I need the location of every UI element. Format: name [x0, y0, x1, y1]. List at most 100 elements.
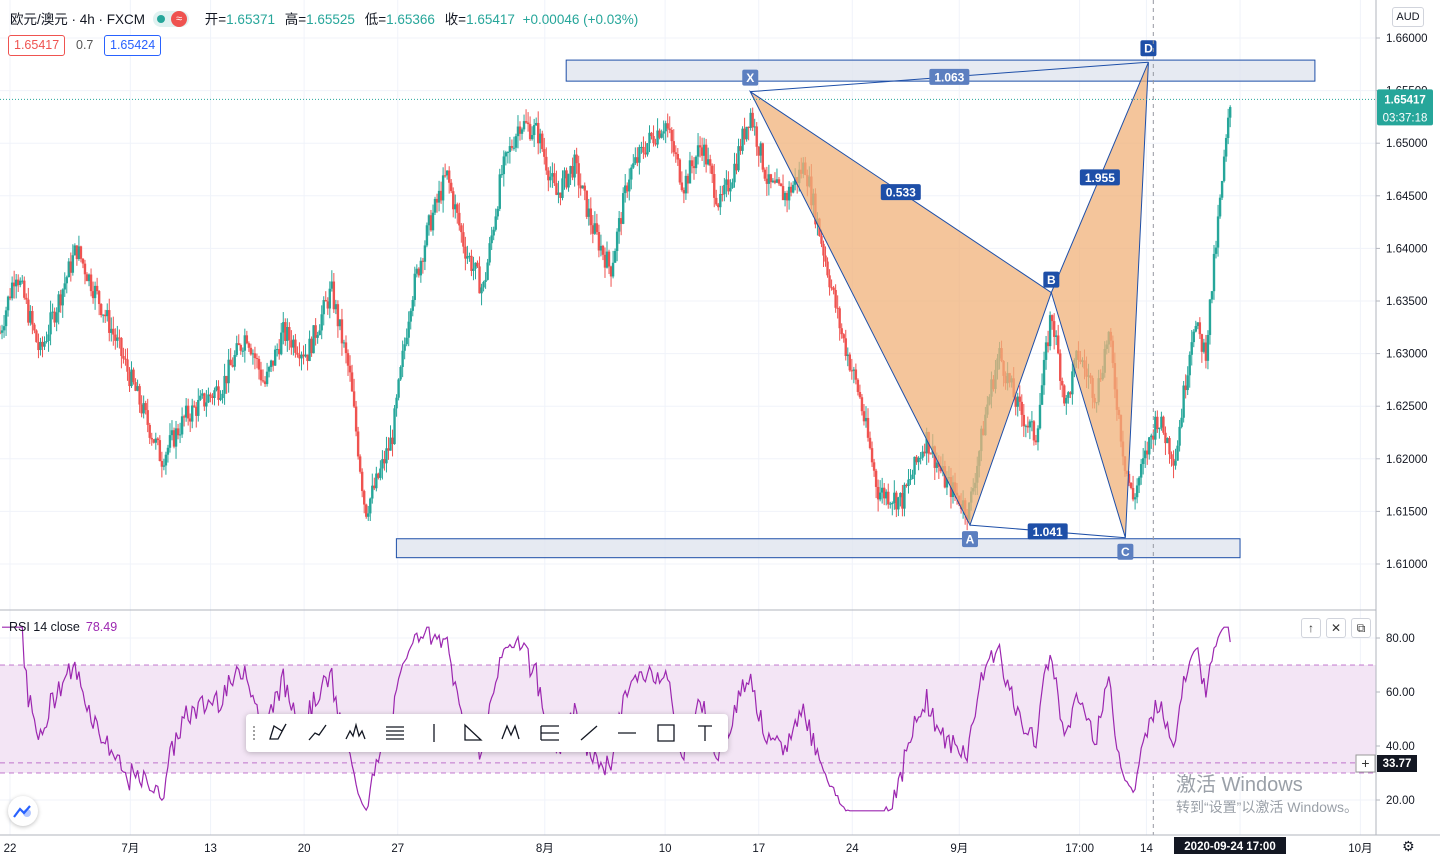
candle-body — [110, 328, 113, 333]
candle-body — [360, 471, 364, 492]
candle-body — [646, 143, 649, 155]
xabcd-pattern-icon[interactable] — [260, 714, 298, 752]
candle-body — [682, 190, 686, 194]
symbol-title[interactable]: 欧元/澳元 · 4h · FXCM — [10, 12, 146, 27]
fib-fan-icon[interactable] — [531, 714, 569, 752]
rectangle-icon[interactable] — [647, 714, 685, 752]
pattern-point-box — [961, 531, 978, 548]
candle-body — [1158, 427, 1161, 430]
candle-body — [1059, 353, 1062, 381]
maximize-pane-button[interactable]: ⧉ — [1351, 618, 1371, 638]
rsi-tick-label: 60.00 — [1386, 687, 1415, 699]
buy-price-button[interactable]: 1.65424 — [104, 35, 162, 56]
candle-body — [101, 314, 105, 316]
rsi-axis[interactable]: 80.00 60.00 40.00 20.00 — [1376, 633, 1415, 807]
market-status[interactable]: ≈ — [153, 11, 190, 28]
candle-body — [247, 343, 251, 348]
candle-body — [280, 332, 283, 355]
text-icon[interactable] — [686, 714, 724, 752]
candle-body — [670, 129, 673, 142]
tradingview-logo[interactable] — [8, 796, 38, 826]
candle-body — [921, 451, 924, 458]
harmonic-pattern[interactable]: 1.063 0.533 1.041 1.955 X A B C D — [742, 40, 1157, 560]
candle-body — [405, 337, 408, 345]
candle-body — [292, 339, 295, 348]
horizontal-line-icon[interactable] — [608, 714, 646, 752]
move-pane-up-button[interactable]: ↑ — [1301, 618, 1321, 638]
high-value: 1.65525 — [306, 12, 355, 27]
candlestick-series[interactable] — [0, 105, 1232, 531]
candle-body — [67, 261, 70, 278]
cypher-pattern-icon[interactable] — [299, 714, 337, 752]
candle-body — [441, 175, 445, 201]
candle-body — [664, 123, 667, 132]
candle-body — [340, 319, 344, 344]
candle-body — [690, 160, 694, 167]
head-shoulders-icon[interactable] — [337, 714, 375, 752]
candle-body — [862, 411, 866, 422]
candle-body — [632, 163, 635, 168]
candle-body — [836, 307, 839, 309]
candle-body — [17, 279, 20, 286]
candle-body — [162, 465, 166, 467]
candle-body — [12, 282, 16, 287]
candle-body — [0, 330, 4, 333]
candle-body — [502, 156, 506, 175]
candle-body — [868, 437, 872, 449]
candle-body — [282, 322, 285, 333]
candle-body — [1038, 404, 1042, 429]
candle-body — [1026, 425, 1030, 428]
currency-button[interactable]: AUD — [1392, 7, 1424, 27]
pattern-point-box — [1117, 543, 1134, 560]
price-axis[interactable]: 1.660001.655001.650001.645001.640001.635… — [1376, 33, 1428, 571]
candle-body — [35, 330, 38, 343]
triangle-pattern-icon[interactable] — [415, 714, 453, 752]
candle-body — [126, 359, 129, 372]
candle-body — [791, 184, 795, 193]
candle-body — [120, 338, 123, 357]
gear-icon[interactable]: ⚙ — [1402, 838, 1415, 854]
three-drives-icon[interactable] — [454, 714, 492, 752]
drag-handle-icon[interactable] — [252, 725, 256, 741]
candle-body — [534, 122, 538, 126]
candle-body — [648, 132, 651, 144]
candle-body — [504, 152, 508, 157]
candle-body — [545, 156, 548, 171]
candle-body — [332, 281, 336, 310]
add-indicator-button[interactable]: + — [1355, 754, 1376, 773]
drawing-toolbar[interactable] — [246, 714, 728, 752]
candle-body — [848, 354, 852, 371]
candle-body — [725, 179, 728, 185]
candle-body — [789, 186, 793, 193]
candle-body — [526, 122, 530, 125]
elliott-wave-icon[interactable] — [492, 714, 530, 752]
candle-body — [832, 287, 835, 290]
candle-body — [421, 260, 425, 262]
close-value: 1.65417 — [466, 12, 515, 27]
trend-line-icon[interactable] — [570, 714, 608, 752]
abcd-pattern-icon[interactable] — [376, 714, 414, 752]
candle-body — [1166, 438, 1169, 444]
sell-price-button[interactable]: 1.65417 — [8, 35, 66, 56]
pattern-ratio-label: 1.955 — [1085, 171, 1115, 185]
rsi-legend[interactable]: RSI 14 close 78.49 — [9, 620, 117, 634]
candle-body — [8, 296, 12, 299]
candle-body — [377, 473, 380, 478]
candle-body — [116, 337, 119, 341]
price-tick-label: 1.64000 — [1386, 243, 1428, 255]
candle-body — [541, 133, 544, 150]
close-pane-button[interactable]: ✕ — [1326, 618, 1346, 638]
candle-body — [945, 478, 949, 488]
pattern-ratio-label: 1.041 — [1033, 525, 1063, 539]
candle-body — [356, 431, 360, 457]
candle-body — [1131, 487, 1135, 500]
candle-body — [348, 365, 352, 373]
candle-body — [373, 485, 376, 489]
candle-body — [676, 153, 680, 160]
candle-body — [59, 294, 62, 306]
candle-body — [269, 360, 273, 368]
candle-body — [573, 154, 576, 178]
candle-body — [180, 416, 184, 435]
